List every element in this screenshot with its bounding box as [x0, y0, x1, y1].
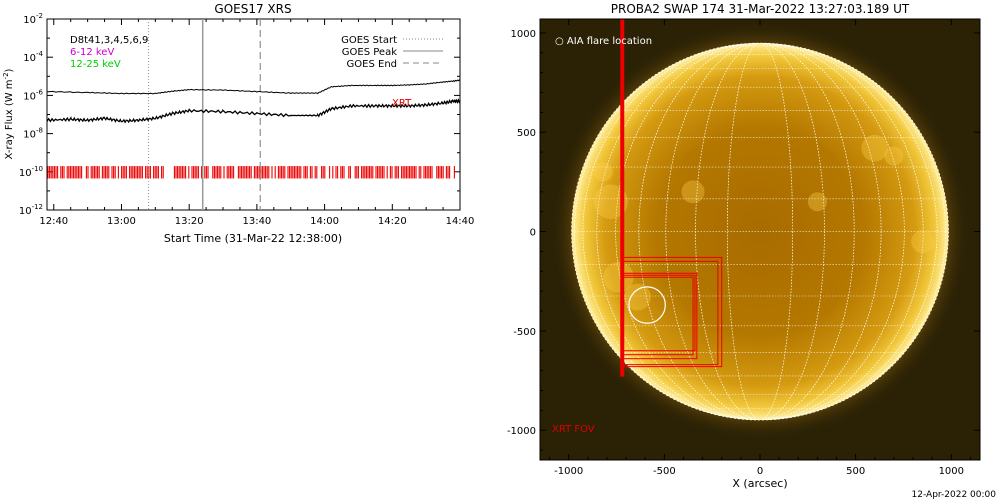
- right-x-tick-label: -1000: [554, 466, 583, 477]
- right-y-ticks: -1000 -500 0 500 1000: [507, 29, 980, 451]
- right-x-tick-label: 0: [757, 466, 763, 477]
- footer-date: 12-Apr-2022 00:00: [912, 490, 997, 500]
- left-x-tick-label: 14:40: [446, 216, 475, 227]
- right-y-tick-label: -1000: [507, 426, 536, 437]
- aia-flare-location-marker: [628, 286, 666, 324]
- longitude-line: [574, 43, 946, 420]
- xrt-fov-label: XRT FOV: [552, 424, 595, 435]
- legend-right-entry: GOES Start: [341, 35, 397, 46]
- active-region: [807, 192, 827, 212]
- goes-series-line: [46, 98, 461, 124]
- longitude-line: [665, 43, 855, 420]
- active-region: [593, 162, 613, 182]
- xrt-fov-boxes: [620, 19, 723, 377]
- longitude-line: [638, 43, 882, 420]
- left-x-tick-label: 13:20: [175, 216, 204, 227]
- right-x-axis-label: X (arcsec): [732, 477, 787, 490]
- right-y-tick-label: 1000: [511, 29, 536, 40]
- legend-left-entry: 6-12 keV: [70, 47, 114, 58]
- swap-image-chart: PROBA2 SWAP 174 31-Mar-2022 13:27:03.189…: [507, 2, 996, 500]
- left-y-tick-label: 10-6: [23, 88, 43, 102]
- left-y-axis-label: X-ray Flux (W m-2): [2, 68, 15, 159]
- right-chart-title: PROBA2 SWAP 174 31-Mar-2022 13:27:03.189…: [611, 2, 910, 16]
- legend-left-entry: 12-25 keV: [70, 59, 121, 70]
- left-y-tick-label: 10-2: [23, 12, 43, 26]
- aia-flare-legend: ○ AIA flare location: [555, 36, 652, 47]
- solar-limb: [571, 42, 949, 421]
- active-region: [884, 146, 904, 166]
- active-region: [624, 283, 651, 311]
- right-x-ticks: -1000 -500 0 500 1000: [549, 19, 971, 477]
- right-x-tick-label: 1000: [939, 466, 964, 477]
- left-x-tick-label: 14:20: [378, 216, 407, 227]
- goes-series: [46, 79, 461, 124]
- left-y-tick-label: 10-10: [19, 165, 43, 179]
- right-y-tick-label: -500: [513, 327, 536, 338]
- active-region: [603, 261, 634, 293]
- legend-right-entry: GOES End: [347, 59, 397, 70]
- left-chart-title: GOES17 XRS: [214, 2, 291, 16]
- heliographic-grid: [571, 43, 949, 420]
- left-y-tick-label: 10-4: [23, 50, 43, 64]
- legend-left-entry: D8t41,3,4,5,6,9: [70, 35, 148, 46]
- xrt-annotation: XRT: [392, 98, 412, 109]
- xrt-observation-band: [47, 166, 455, 179]
- left-x-tick-label: 13:40: [242, 216, 271, 227]
- right-y-tick-label: 500: [517, 128, 536, 139]
- legend-right-entry: GOES Peak: [342, 47, 397, 58]
- right-y-tick-label: 0: [530, 228, 536, 239]
- active-region: [911, 230, 935, 253]
- longitude-line: [695, 43, 825, 420]
- left-y-tick-label: 10-8: [23, 127, 43, 141]
- left-y-ticks: 10-12 10-10 10-8 10-6 10-4 10-2: [19, 12, 460, 217]
- longitude-line: [596, 43, 924, 420]
- active-region: [593, 184, 628, 219]
- active-region: [681, 180, 705, 204]
- goes-series-line: [46, 79, 460, 95]
- longitude-line: [615, 43, 905, 420]
- active-region: [861, 134, 889, 162]
- left-x-tick-label: 12:40: [39, 216, 68, 227]
- right-x-tick-label: 500: [846, 466, 865, 477]
- left-x-tick-label: 13:00: [107, 216, 136, 227]
- goes-xrs-chart: GOES17 XRS 10-12 10-10 10-8 10-6 10-4 10-2 12…: [2, 2, 474, 245]
- left-x-ticks: 12:40 13:00 13:20 13:40 14:00 14:20 14:40: [39, 19, 474, 227]
- left-x-axis-label: Start Time (31-Mar-22 12:38:00): [164, 232, 342, 245]
- solar-disk: [571, 43, 949, 420]
- longitude-line: [726, 43, 794, 420]
- left-x-tick-label: 14:00: [310, 216, 339, 227]
- longitude-line: [582, 43, 938, 420]
- left-y-tick-label: 10-12: [19, 203, 43, 217]
- goes-event-lines: [148, 19, 261, 210]
- right-x-tick-label: -500: [653, 466, 676, 477]
